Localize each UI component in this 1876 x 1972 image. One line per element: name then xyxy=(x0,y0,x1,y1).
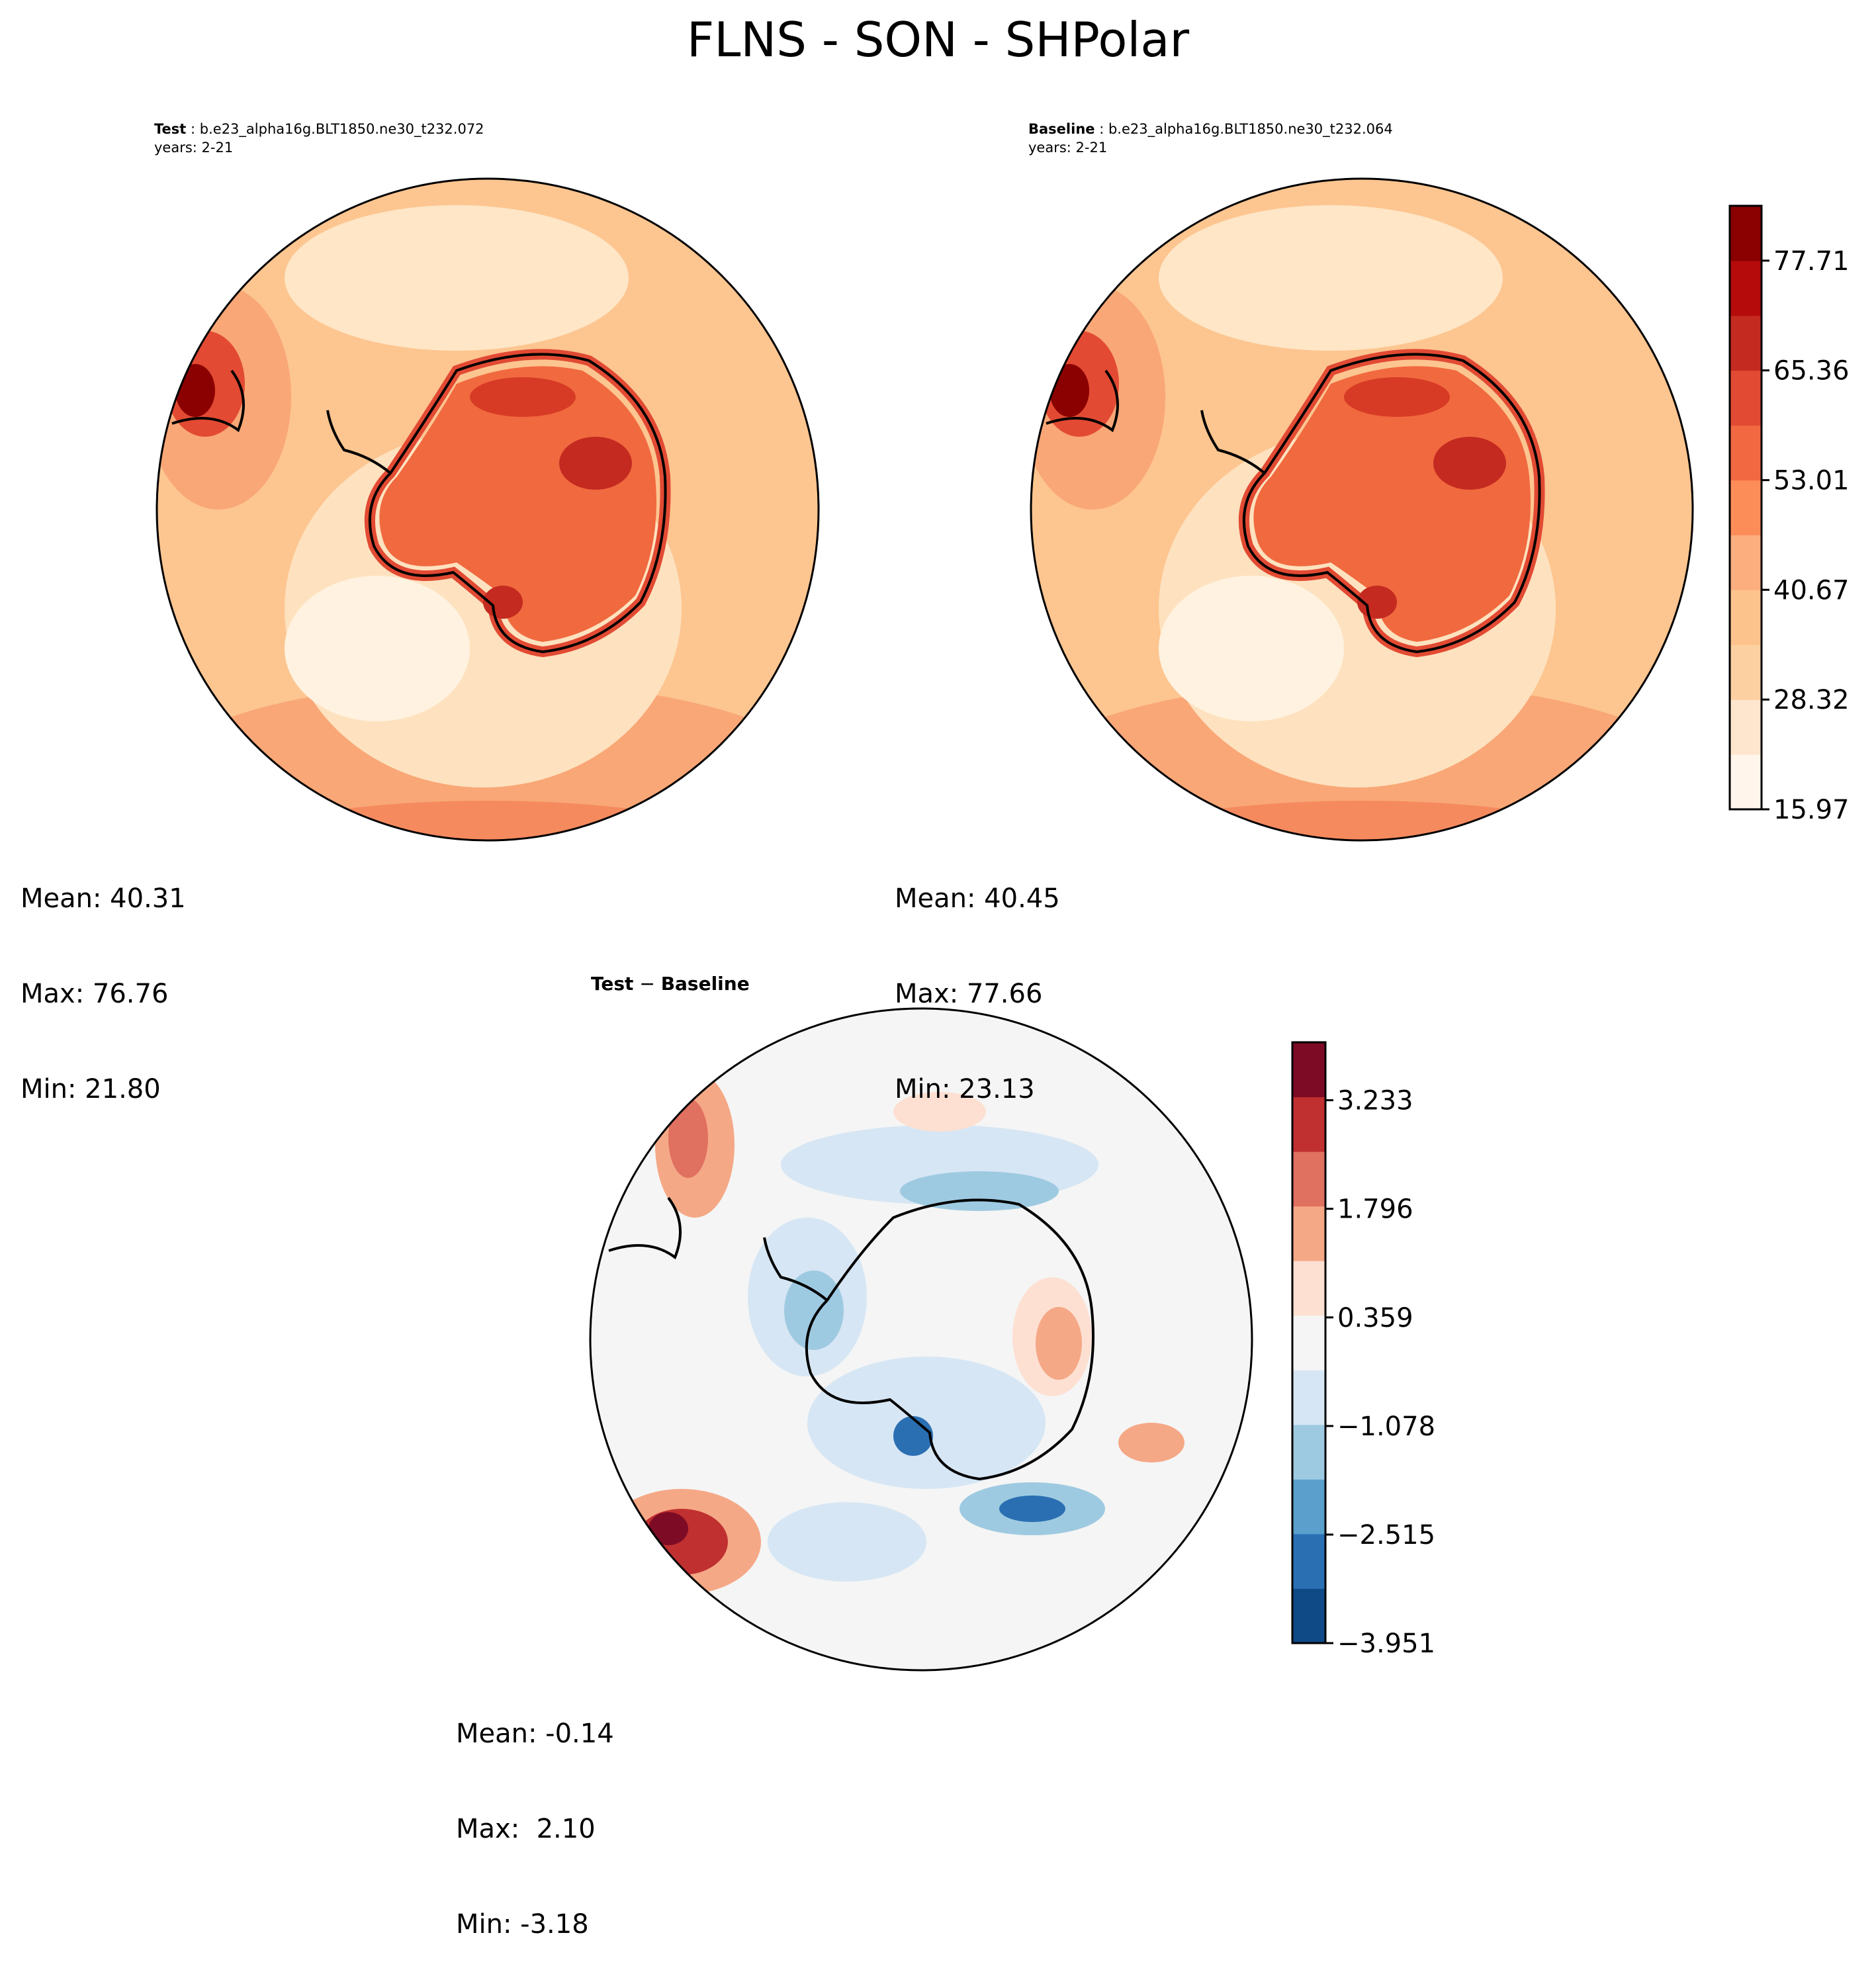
colorbar-diff-tick-label: 1.796 xyxy=(1337,1194,1413,1225)
colorbar-main-tick-label: 40.67 xyxy=(1773,575,1850,605)
figure-title: FLNS - SON - SHPolar xyxy=(686,12,1190,67)
colorbar-main-segment xyxy=(1730,260,1762,316)
colorbar-main-frame xyxy=(1728,204,1763,811)
baseline-stats: Mean: 40.45 Max: 77.66 Min: 23.13 xyxy=(895,819,1060,1137)
colorbar-main-tick-label: 15.97 xyxy=(1773,795,1850,825)
colorbar-main-segment xyxy=(1730,754,1762,810)
colorbar-diff-segment xyxy=(1292,1315,1325,1370)
colorbar-diff-tick-label: −3.951 xyxy=(1337,1629,1435,1659)
colorbar-diff-segment xyxy=(1292,1479,1325,1535)
colorbar-main: 15.97 28.32 40.67 53.01 65.36 77.71 xyxy=(1728,204,1850,825)
test-stats: Mean: 40.31 Max: 76.76 Min: 21.80 xyxy=(21,819,186,1137)
colorbar-diff-tick-label: −2.515 xyxy=(1337,1520,1435,1550)
colorbar-main-segment xyxy=(1730,590,1762,645)
baseline-case: b.e23_alpha16g.BLT1850.ne30_t232.064 xyxy=(1108,121,1393,137)
colorbar-diff-tick-label: −1.078 xyxy=(1337,1412,1435,1442)
colorbar-diff-tick-label: 0.359 xyxy=(1337,1303,1413,1333)
test-max: Max: 76.76 xyxy=(21,979,169,1009)
colorbar-main-segment xyxy=(1730,315,1762,371)
diff-max: Max: 2.10 xyxy=(456,1814,596,1844)
diff-title: Test − Baseline xyxy=(591,973,750,995)
colorbar-main-tick-label: 53.01 xyxy=(1773,466,1850,496)
colorbar-main-segment xyxy=(1730,370,1762,426)
test-min: Min: 21.80 xyxy=(21,1074,161,1104)
colorbar-main-tick-label: 77.71 xyxy=(1773,246,1850,277)
colorbar-main-segment xyxy=(1730,480,1762,535)
diff-min: Min: -3.18 xyxy=(456,1909,589,1940)
colorbar-main-segment xyxy=(1730,425,1762,481)
diff-title-op: − xyxy=(633,973,661,995)
diff-stats: Mean: -0.14 Max: 2.10 Min: -3.18 xyxy=(456,1654,614,1972)
test-map xyxy=(157,179,819,840)
baseline-years: years: 2-21 xyxy=(1028,140,1108,156)
diff-mean: Mean: -0.14 xyxy=(456,1719,614,1749)
colorbar-main-segment xyxy=(1730,699,1762,755)
baseline-map xyxy=(1031,179,1693,840)
colorbar-diff-segment xyxy=(1292,1533,1325,1589)
colorbar-main-segment xyxy=(1730,206,1762,261)
colorbar-main-tick-label: 65.36 xyxy=(1773,356,1850,386)
colorbar-diff-tick-label: 3.233 xyxy=(1337,1086,1413,1116)
colorbar-main-segment xyxy=(1730,645,1762,700)
diff-title-right: Baseline xyxy=(660,973,750,995)
colorbar-main-segment xyxy=(1730,535,1762,590)
test-case: b.e23_alpha16g.BLT1850.ne30_t232.072 xyxy=(199,121,484,137)
baseline-mean: Mean: 40.45 xyxy=(895,883,1060,914)
colorbar-diff-segment xyxy=(1292,1206,1325,1261)
baseline-max: Max: 77.66 xyxy=(895,979,1043,1009)
baseline-header: Baseline : b.e23_alpha16g.BLT1850.ne30_t… xyxy=(1028,121,1393,156)
diff-map xyxy=(590,1008,1252,1670)
colorbar-diff-segment xyxy=(1292,1042,1325,1098)
colorbar-diff-frame xyxy=(1291,1041,1327,1644)
colorbar-diff: −3.951 −2.515 −1.078 0.359 1.796 3.233 xyxy=(1291,1041,1435,1659)
colorbar-main-tick-label: 28.32 xyxy=(1773,685,1850,715)
colorbar-diff-segment xyxy=(1292,1424,1325,1480)
test-label: Test xyxy=(154,121,187,137)
test-mean: Mean: 40.31 xyxy=(21,883,186,914)
test-header: Test : b.e23_alpha16g.BLT1850.ne30_t232.… xyxy=(154,121,484,156)
colorbar-diff-segment xyxy=(1292,1097,1325,1152)
colorbar-diff-segment xyxy=(1292,1588,1325,1644)
baseline-min: Min: 23.13 xyxy=(895,1074,1035,1104)
diff-title-left: Test xyxy=(591,973,634,995)
figure: 15.97 28.32 40.67 53.01 65.36 77.71 −3.951 −2.… xyxy=(156,177,1850,1672)
colorbar-diff-segment xyxy=(1292,1261,1325,1316)
baseline-label: Baseline xyxy=(1028,121,1095,137)
colorbar-diff-segment xyxy=(1292,1370,1325,1425)
colorbar-diff-segment xyxy=(1292,1151,1325,1207)
test-years: years: 2-21 xyxy=(154,140,234,156)
